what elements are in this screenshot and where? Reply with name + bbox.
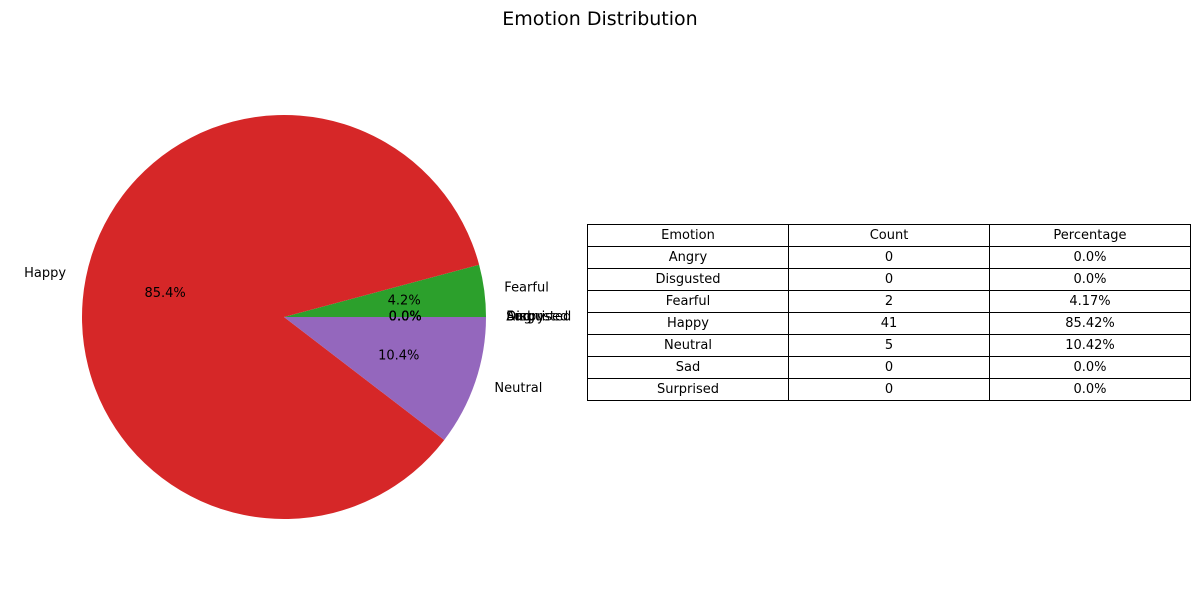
table-header-cell: Percentage <box>989 224 1191 247</box>
table-cell: Disgusted <box>587 268 789 291</box>
table-cell: 0 <box>788 246 990 269</box>
table-cell: 0.0% <box>989 356 1191 379</box>
table-row: Fearful 2 4.17% <box>587 290 1191 313</box>
table-cell: 2 <box>788 290 990 313</box>
slice-label-fearful: Fearful <box>504 280 549 295</box>
slice-percent-surprised: 0.0% <box>389 310 422 325</box>
slice-label-surprised: Surprised <box>506 310 568 325</box>
table-cell: 0.0% <box>989 378 1191 401</box>
table-cell: 0 <box>788 268 990 291</box>
table-cell: Surprised <box>587 378 789 401</box>
emotion-table: Emotion Count Percentage Angry 0 0.0% Di… <box>587 224 1191 401</box>
table-cell: 0 <box>788 378 990 401</box>
table-row: Neutral 5 10.42% <box>587 334 1191 357</box>
slice-label-happy: Happy <box>24 266 66 281</box>
pie-slice-happy <box>82 115 480 520</box>
table-row: Sad 0 0.0% <box>587 356 1191 379</box>
pie-slice-neutral <box>284 317 486 440</box>
slice-percent-neutral: 10.4% <box>378 348 419 363</box>
chart-title: Emotion Distribution <box>502 8 698 30</box>
slice-percent-happy: 85.4% <box>144 286 185 301</box>
table-row: Disgusted 0 0.0% <box>587 268 1191 291</box>
slice-label-sad: Sad <box>506 310 530 325</box>
table-row: Angry 0 0.0% <box>587 246 1191 269</box>
slice-percent-sad: 0.0% <box>389 310 422 325</box>
slice-label-disgusted: Disgusted <box>506 310 571 325</box>
table-row: Surprised 0 0.0% <box>587 378 1191 401</box>
table-cell: 41 <box>788 312 990 335</box>
table-cell: 0.0% <box>989 268 1191 291</box>
table-cell: Sad <box>587 356 789 379</box>
table-cell: 10.42% <box>989 334 1191 357</box>
slice-label-neutral: Neutral <box>494 381 542 396</box>
table-header-cell: Count <box>788 224 990 247</box>
slice-percent-fearful: 4.2% <box>388 294 421 309</box>
table-cell: Angry <box>587 246 789 269</box>
slice-percent-angry: 0.0% <box>389 310 422 325</box>
table-cell: Happy <box>587 312 789 335</box>
slice-percent-disgusted: 0.0% <box>389 310 422 325</box>
slice-label-angry: Angry <box>506 310 545 325</box>
table-row: Happy 41 85.42% <box>587 312 1191 335</box>
table-header-cell: Emotion <box>587 224 789 247</box>
table-cell: 0.0% <box>989 246 1191 269</box>
table-header-row: Emotion Count Percentage <box>587 224 1191 247</box>
table-cell: Fearful <box>587 290 789 313</box>
table-cell: 0 <box>788 356 990 379</box>
table-cell: 4.17% <box>989 290 1191 313</box>
table-cell: Neutral <box>587 334 789 357</box>
pie-slice-fearful <box>284 264 486 317</box>
table-cell: 5 <box>788 334 990 357</box>
table-cell: 85.42% <box>989 312 1191 335</box>
